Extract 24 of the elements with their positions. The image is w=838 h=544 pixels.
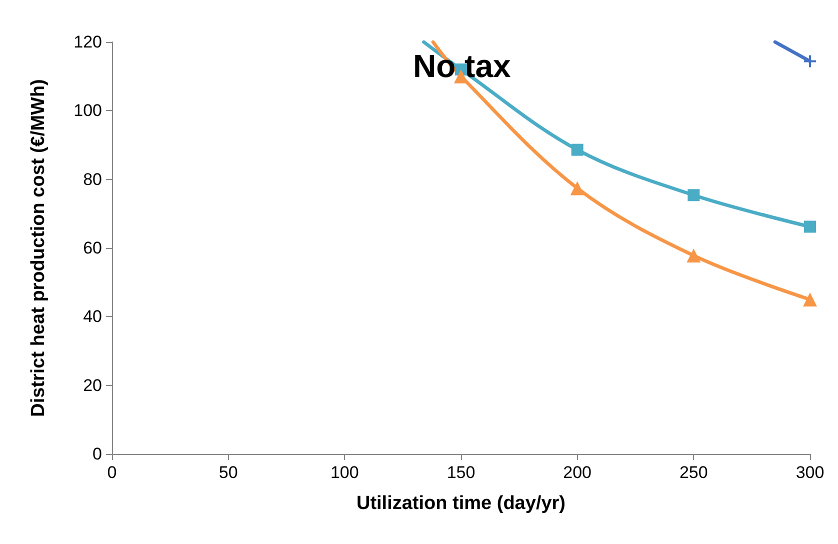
x-tick-label: 150	[446, 463, 476, 482]
x-axis-title: Utilization time (day/yr)	[356, 493, 566, 514]
point	[686, 248, 701, 263]
point	[803, 292, 817, 306]
x-tick-label: 300	[796, 463, 824, 482]
x-tick-label: 50	[218, 463, 238, 482]
y-tick-label: 0	[92, 444, 102, 464]
point	[570, 181, 584, 196]
y-tick-label: 100	[74, 101, 102, 120]
x-tick-label: 200	[563, 463, 592, 482]
point	[803, 54, 817, 68]
point	[804, 220, 816, 233]
x-tick-label: 250	[679, 463, 708, 482]
x-tick-label: 100	[330, 463, 359, 482]
y-tick-label: 40	[83, 307, 102, 326]
y-tick-label: 80	[83, 170, 102, 189]
y-tick-label: 120	[74, 32, 102, 52]
y-tick-label: 60	[83, 238, 102, 258]
y-axis-title: District heat production cost (€/MWh)	[28, 79, 49, 417]
x-tick-label: 0	[107, 463, 117, 482]
y-tick-label: 20	[83, 376, 102, 395]
annotation: No tax	[413, 48, 511, 84]
point	[688, 189, 700, 202]
point	[571, 144, 584, 156]
